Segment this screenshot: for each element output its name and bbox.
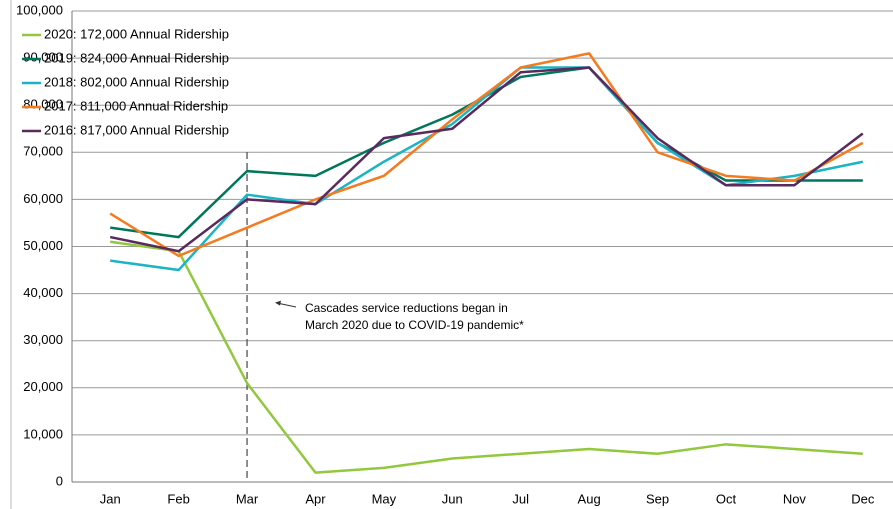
x-tick-label: Jun bbox=[442, 491, 463, 506]
x-tick-label: May bbox=[372, 491, 397, 506]
y-tick-label: 50,000 bbox=[23, 238, 63, 253]
x-tick-label: Sep bbox=[646, 491, 669, 506]
annotation-text: March 2020 due to COVID-19 pandemic* bbox=[305, 318, 524, 332]
x-tick-label: Apr bbox=[305, 491, 326, 506]
annotation-arrowhead bbox=[275, 300, 281, 306]
y-tick-label: 60,000 bbox=[23, 191, 63, 206]
x-tick-label: Aug bbox=[578, 491, 601, 506]
series-line bbox=[109, 66, 864, 253]
x-tick-label: Oct bbox=[716, 491, 737, 506]
x-tick-label: Jan bbox=[100, 491, 121, 506]
x-tick-label: Dec bbox=[851, 491, 875, 506]
y-tick-label: 70,000 bbox=[23, 144, 63, 159]
x-tick-label: Nov bbox=[783, 491, 807, 506]
y-tick-label: 40,000 bbox=[23, 285, 63, 300]
x-tick-label: Jul bbox=[512, 491, 529, 506]
legend-label: 2016: 817,000 Annual Ridership bbox=[44, 122, 229, 137]
legend-label: 2018: 802,000 Annual Ridership bbox=[44, 74, 229, 89]
y-tick-label: 10,000 bbox=[23, 426, 63, 441]
annotation-text: Cascades service reductions began in bbox=[305, 301, 508, 315]
y-tick-label: 100,000 bbox=[16, 2, 63, 17]
y-tick-label: 90,000 bbox=[23, 50, 63, 65]
y-tick-label: 0 bbox=[56, 473, 63, 488]
y-tick-label: 20,000 bbox=[23, 379, 63, 394]
legend-label: 2017: 811,000 Annual Ridership bbox=[44, 98, 228, 113]
legend-label: 2019: 824,000 Annual Ridership bbox=[44, 50, 229, 65]
series-line bbox=[109, 52, 864, 258]
legend-label: 2020: 172,000 Annual Ridership bbox=[44, 26, 229, 41]
y-tick-label: 30,000 bbox=[23, 332, 63, 347]
series-line bbox=[110, 240, 863, 474]
x-tick-label: Feb bbox=[167, 491, 189, 506]
x-tick-label: Mar bbox=[236, 491, 259, 506]
